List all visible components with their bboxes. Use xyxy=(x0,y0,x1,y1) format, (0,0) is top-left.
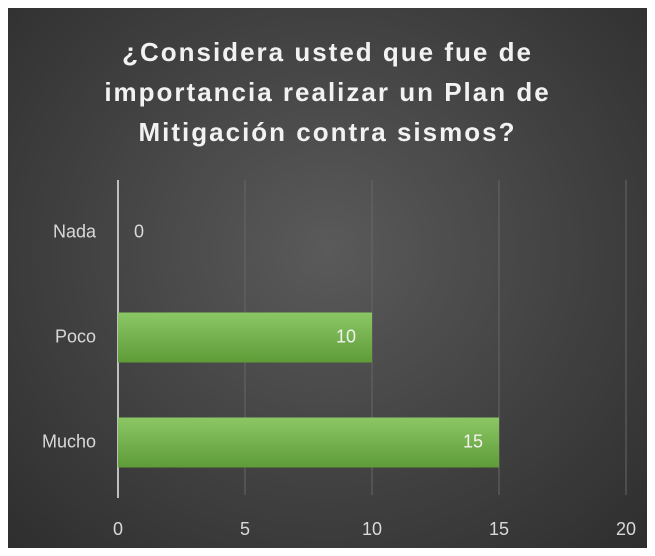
chart: 0 5 10 15 20 Nada 0 Poco 10 Mucho 15 xyxy=(42,180,636,539)
y-tick-label: Poco xyxy=(55,326,96,346)
x-tick-label: 5 xyxy=(240,519,250,539)
bar xyxy=(118,312,372,363)
chart-area: ¿Considera usted que fue de importancia … xyxy=(8,8,647,548)
x-tick-label: 15 xyxy=(489,519,509,539)
y-tick-label: Nada xyxy=(53,221,97,241)
data-label: 15 xyxy=(463,431,483,451)
chart-title: ¿Considera usted que fue de importancia … xyxy=(104,37,551,147)
x-tick-label: 10 xyxy=(362,519,382,539)
data-label: 10 xyxy=(336,326,356,346)
x-tick-label: 20 xyxy=(616,519,636,539)
data-label: 0 xyxy=(134,221,144,241)
bar xyxy=(118,417,499,468)
y-tick-label: Mucho xyxy=(42,431,96,451)
x-tick-label: 0 xyxy=(113,519,123,539)
